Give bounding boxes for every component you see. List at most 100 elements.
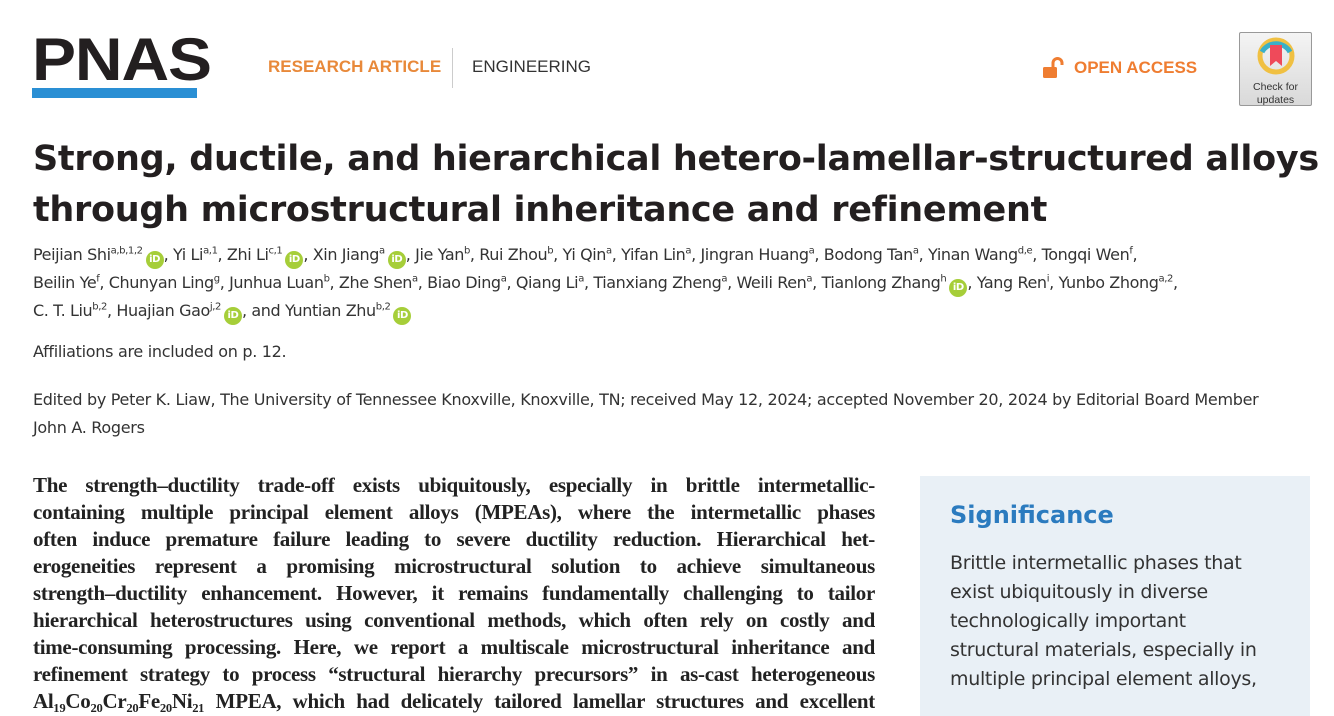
author-name: Yinan Wang [928, 245, 1018, 264]
author-name: Peijian Shi [33, 245, 111, 264]
header-divider [452, 48, 453, 88]
abstract-line: The strength–ductility trade-off exists … [33, 473, 875, 497]
check-for-updates-line2: updates [1256, 94, 1295, 106]
logo-text: PNAS [32, 26, 212, 93]
author[interactable]: Biao Dinga [427, 273, 507, 292]
author-affiliation-marks: i [1046, 273, 1050, 285]
author-affiliation-marks: h [940, 273, 947, 285]
author[interactable]: Yinan Wangd,e [928, 245, 1033, 264]
author-name: Xin Jiang [312, 245, 380, 264]
author[interactable]: Rui Zhoub [479, 245, 553, 264]
author-affiliation-marks: f [1129, 245, 1133, 257]
author-name: Zhe Shen [338, 273, 413, 292]
abstract-line: Al₁₉Co₂₀Cr₂₀Fe₂₀Ni₂₁ MPEA, which had del… [33, 689, 875, 713]
author[interactable]: Chunyan Lingg [109, 273, 220, 292]
author[interactable]: Peijian Shia,b,1,2iD [33, 245, 164, 269]
pnas-logo[interactable]: PNAS [32, 30, 212, 98]
author-name: Qiang Li [515, 273, 579, 292]
author-name: Jingran Huang [700, 245, 809, 264]
author-affiliation-marks: f [96, 273, 100, 285]
author[interactable]: Weili Rena [736, 273, 812, 292]
author[interactable]: Jingran Huanga [700, 245, 814, 264]
edited-by: Edited by Peter K. Liaw, The University … [33, 390, 1259, 437]
significance-box: Significance Brittle intermetallic phase… [920, 476, 1310, 716]
author-affiliation-marks: a,1 [203, 245, 218, 257]
author[interactable]: Zhi Lic,1iD [226, 245, 304, 269]
author-affiliation-marks: a [500, 273, 507, 285]
author-name: Zhi Li [226, 245, 269, 264]
author-affiliation-marks: a [808, 245, 815, 257]
author-affiliation-marks: a [412, 273, 418, 285]
author-name: Junhua Luan [229, 273, 324, 292]
open-lock-icon [1043, 57, 1064, 78]
author-name: Chunyan Ling [108, 273, 214, 292]
orcid-icon[interactable]: iD [224, 307, 242, 325]
author-name: Weili Ren [736, 273, 807, 292]
author[interactable]: Qiang Lia [515, 273, 585, 292]
abstract-line: refinement strategy to process “structur… [33, 662, 875, 686]
author-affiliation-marks: a [379, 245, 385, 257]
author[interactable]: Tianlong ZhanghiD [821, 273, 968, 297]
author-name: Huajian Gao [116, 301, 210, 320]
abstract-line: erogeneities represent a promising micro… [33, 554, 875, 578]
author[interactable]: Yifan Lina [621, 245, 691, 264]
author-name: Yi Qin [562, 245, 607, 264]
author[interactable]: Yi Lia,1 [173, 245, 218, 264]
author-name: Tianxiang Zheng [593, 273, 722, 292]
author[interactable]: Zhe Shena [339, 273, 418, 292]
significance-heading: Significance [950, 501, 1114, 529]
significance-text: Brittle intermetallic phases that exist u… [950, 549, 1257, 694]
author-affiliation-marks: g [213, 273, 220, 285]
orcid-icon[interactable]: iD [145, 251, 164, 269]
author-affiliation-marks: b,2 [92, 301, 107, 313]
author-name: Yifan Lin [621, 245, 686, 264]
author[interactable]: Huajian Gaoj,2iD [116, 301, 242, 325]
check-for-updates-line1: Check for [1253, 81, 1298, 93]
article-title: Strong, ductile, and hierarchical hetero… [33, 139, 1319, 230]
author-affiliation-marks: a [912, 245, 919, 257]
affiliations-note: Affiliations are included on p. 12. [33, 342, 287, 361]
author-name: Bodong Tan [823, 245, 914, 264]
significance-line: Brittle intermetallic phases that [950, 552, 1242, 574]
orcid-icon[interactable]: iD [285, 251, 304, 269]
author-name: Biao Ding [427, 273, 501, 292]
author[interactable]: Jie Yanb [415, 245, 470, 264]
logo-bar [32, 88, 197, 98]
author[interactable]: Bodong Tana [824, 245, 919, 264]
abstract-line: strength–ductility enhancement. However,… [33, 581, 875, 605]
author[interactable]: Yunbo Zhonga,2 [1058, 273, 1173, 292]
author-affiliation-marks: a [721, 273, 728, 285]
open-access-badge: OPEN ACCESS [1042, 57, 1197, 79]
orcid-icon[interactable]: iD [393, 307, 412, 325]
author-name: Tongqi Wen [1041, 245, 1130, 264]
author-affiliation-marks: j,2 [209, 301, 222, 313]
significance-line: exist ubiquitously in diverse [950, 581, 1208, 603]
author-name: Yi Li [172, 245, 204, 264]
author[interactable]: Yang Reni [977, 273, 1050, 292]
author-affiliation-marks: a,2 [1158, 273, 1174, 285]
article-type: RESEARCH ARTICLE [268, 57, 442, 76]
author[interactable]: Tongqi Wenf [1042, 245, 1133, 264]
author[interactable]: Junhua Luanb [229, 273, 330, 292]
author[interactable]: Yi Qina [562, 245, 613, 264]
orcid-icon[interactable]: iD [949, 279, 968, 297]
author[interactable]: and Yuntian Zhub,2iD [251, 301, 412, 325]
author-name: C. T. Liu [33, 301, 93, 320]
author[interactable]: C. T. Liub,2 [33, 301, 107, 320]
author[interactable]: Xin JiangaiD [312, 245, 406, 269]
author[interactable]: Tianxiang Zhenga [593, 273, 727, 292]
author[interactable]: Beilin Yef [33, 273, 100, 292]
check-for-updates-button[interactable]: Check for updates [1239, 32, 1312, 106]
author-affiliation-marks: b [547, 245, 554, 257]
significance-line: technologically important [950, 610, 1186, 632]
author-affiliation-marks: b [323, 273, 330, 285]
author-affiliation-marks: a [806, 273, 813, 285]
abstract-line: time-consuming processing. Here, we repo… [33, 635, 875, 659]
significance-line: multiple principal element alloys, [950, 668, 1257, 690]
author-name: Jie Yan [415, 245, 464, 264]
author-affiliation-marks: b [463, 245, 470, 257]
orcid-icon[interactable]: iD [387, 251, 406, 269]
author-name: Tianlong Zhang [821, 273, 941, 292]
abstract-line: often induce premature failure leading t… [33, 527, 875, 551]
author-name: Yunbo Zhong [1058, 273, 1159, 292]
